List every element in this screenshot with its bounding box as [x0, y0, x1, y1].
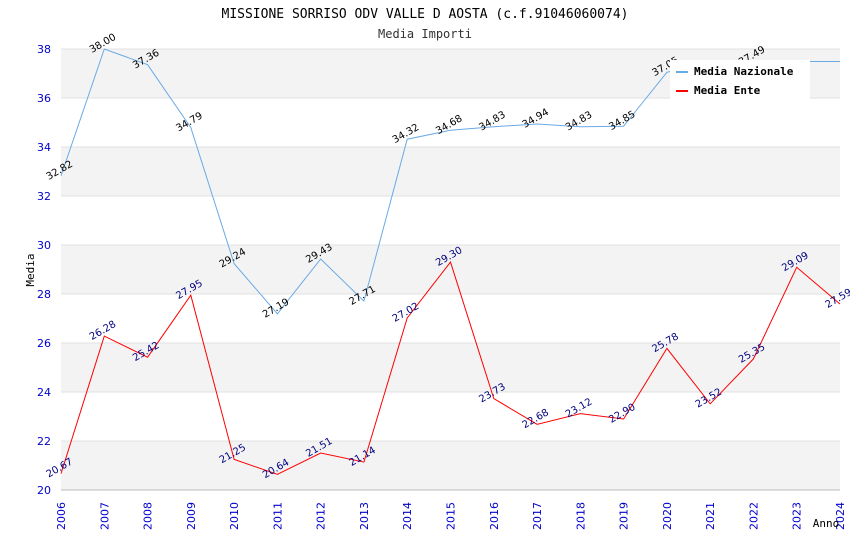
y-tick-label: 28	[37, 288, 51, 301]
grid-band	[61, 441, 840, 490]
x-tick-label: 2008	[142, 502, 155, 530]
grid-band	[61, 245, 840, 294]
x-tick-label: 2023	[791, 502, 804, 530]
grid-band	[61, 392, 840, 441]
legend-box	[670, 60, 810, 100]
y-axis: 20 22 24 26 28 30 32 34 36 38	[37, 43, 51, 497]
series-line-ente	[60, 261, 841, 475]
y-tick-label: 32	[37, 190, 51, 203]
y-tick-label: 24	[37, 386, 51, 399]
x-tick-label: 2022	[747, 502, 760, 530]
legend-label-ente: Media Ente	[694, 84, 761, 97]
y-tick-label: 38	[37, 43, 51, 56]
x-tick-label: 2018	[574, 502, 587, 530]
y-tick-label: 22	[37, 435, 51, 448]
x-tick-label: 2021	[704, 502, 717, 530]
x-tick-label: 2006	[55, 502, 68, 530]
x-tick-label: 2014	[401, 502, 414, 530]
x-tick-label: 2007	[98, 502, 111, 530]
y-tick-label: 30	[37, 239, 51, 252]
legend-label-nazionale: Media Nazionale	[694, 65, 794, 78]
x-axis: 2006 2007 2008 2009 2010 2011 2012 2013 2014 2015…	[55, 489, 847, 530]
grid-band	[61, 294, 840, 343]
x-tick-label: 2024	[834, 502, 847, 530]
x-tick-label: 2011	[271, 502, 284, 530]
x-tick-label: 2015	[445, 502, 458, 530]
y-tick-label: 36	[37, 92, 51, 105]
grid-band	[61, 147, 840, 196]
x-tick-label: 2013	[358, 502, 371, 530]
y-tick-label: 34	[37, 141, 51, 154]
grid-band	[61, 343, 840, 392]
x-tick-label: 2020	[661, 502, 674, 530]
x-tick-label: 2019	[618, 502, 631, 530]
x-tick-label: 2012	[315, 502, 328, 530]
y-axis-label: Media	[24, 253, 37, 286]
y-tick-label: 26	[37, 337, 51, 350]
grid-bands	[61, 48, 840, 491]
x-tick-label: 2010	[228, 502, 241, 530]
x-tick-label: 2017	[531, 502, 544, 530]
y-tick-label: 20	[37, 484, 51, 497]
chart-title: MISSIONE SORRISO ODV VALLE D AOSTA (c.f.…	[222, 7, 629, 22]
x-axis-label: Anno	[813, 517, 840, 530]
grid-band	[61, 196, 840, 245]
chart-subtitle: Media Importi	[378, 27, 472, 41]
x-tick-label: 2009	[185, 502, 198, 530]
legend: Media Nazionale Media Ente	[670, 60, 810, 100]
x-tick-label: 2016	[488, 502, 501, 530]
grid-band	[61, 98, 840, 147]
